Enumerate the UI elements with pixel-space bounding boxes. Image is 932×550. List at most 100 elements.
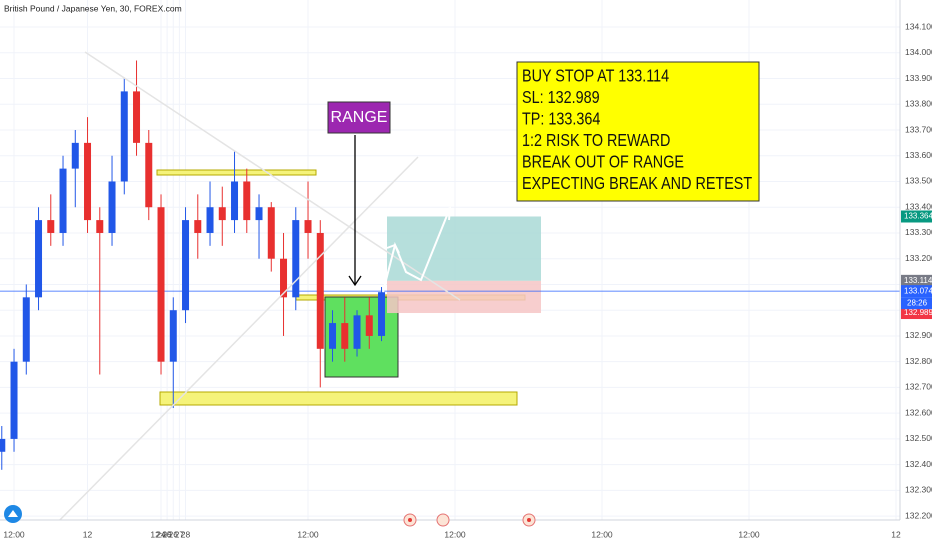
y-tick-label: 133.800: [905, 99, 932, 109]
note-line: BUY STOP AT 133.114: [522, 66, 669, 86]
candle-body: [35, 220, 43, 298]
candle-body: [316, 232, 324, 349]
y-tick-label: 133.400: [905, 201, 932, 211]
y-tick-label: 133.200: [905, 253, 932, 263]
zone: [159, 391, 518, 406]
trend-line: [84, 51, 461, 301]
chart-title: British Pound / Japanese Yen, 30, FOREX.…: [4, 3, 182, 13]
y-tick-label: 132.800: [905, 356, 932, 366]
x-tick-label: 12:00: [738, 529, 760, 539]
candles: [0, 60, 386, 470]
x-tick-label: 12:00: [3, 529, 25, 539]
x-tick-label: 26: [169, 529, 179, 539]
candle-body: [47, 220, 55, 233]
candle-body: [157, 207, 165, 362]
event-dot: [408, 518, 412, 522]
y-tick-label: 132.500: [905, 433, 932, 443]
x-tick-label: 12:00: [444, 529, 466, 539]
event-icon[interactable]: [436, 513, 450, 527]
candle-body: [365, 315, 373, 336]
range-label-box: [327, 101, 391, 134]
candle-body: [255, 207, 263, 221]
projection-arrow: [382, 207, 451, 293]
candle-body: [341, 323, 349, 349]
y-tick-label: 132.700: [905, 382, 932, 392]
candle-body: [280, 258, 288, 298]
note-box: [516, 61, 760, 202]
target-zone: [387, 216, 541, 281]
x-tick-label: 12:00: [297, 529, 319, 539]
note-line: TP: 133.364: [522, 109, 600, 129]
y-tick-label: 133.700: [905, 124, 932, 134]
candle-body: [108, 181, 116, 233]
candle-body: [120, 91, 128, 182]
candle-body: [0, 438, 6, 452]
note-line: 1:2 RISK TO REWARD: [522, 131, 670, 151]
candle-body: [194, 220, 202, 233]
candle-body: [206, 207, 214, 233]
x-tick-label: 12: [891, 529, 901, 539]
y-tick-label: 132.200: [905, 510, 932, 520]
arrow-head: [386, 243, 400, 254]
y-tick-label: 132.300: [905, 485, 932, 495]
candle-body: [71, 142, 79, 169]
trend-line: [49, 156, 419, 531]
candle-body: [231, 181, 239, 221]
x-tick-label: 24: [156, 529, 166, 539]
note-line: SL: 132.989: [522, 88, 600, 108]
candle-body: [378, 292, 386, 336]
candle-body: [218, 207, 226, 221]
candle-body: [84, 142, 92, 221]
x-tick-label: 28: [181, 529, 191, 539]
arrow-head: [348, 275, 362, 287]
candle-body: [145, 142, 153, 208]
y-tick-label: 132.900: [905, 330, 932, 340]
axes: 132.200 132.300 132.400 132.500 132.600 132.7…: [3, 21, 932, 539]
price-tag: [901, 285, 932, 298]
event-dot: [527, 518, 531, 522]
countdown: 28:26: [907, 298, 928, 307]
y-tick-label: 134.100: [905, 21, 932, 31]
y-tick-label: 134.000: [905, 47, 932, 57]
candle-body: [304, 220, 312, 233]
candle-body: [22, 297, 30, 362]
candle-body: [292, 220, 300, 298]
x-tick-label: 12:00: [150, 529, 172, 539]
candle-body: [182, 220, 190, 311]
candle-body: [133, 91, 141, 143]
y-tick-label: 132.400: [905, 459, 932, 469]
note-line: BREAK OUT OF RANGE: [522, 152, 684, 172]
candle-body: [353, 315, 361, 349]
candle-body: [10, 361, 18, 439]
stop-zone: [387, 280, 541, 314]
note-line: EXPECTING BREAK AND RETEST: [522, 174, 752, 194]
zone: [156, 169, 317, 176]
logo-icon: [8, 510, 18, 517]
x-tick-label: 12: [83, 529, 93, 539]
y-tick-label: 133.900: [905, 73, 932, 83]
position-box: [0, 216, 900, 314]
y-tick-label: 132.600: [905, 407, 932, 417]
time-axis: [0, 520, 932, 550]
price-tag-label: 133.114: [904, 276, 932, 285]
candle-body: [243, 181, 251, 221]
y-tick-label: 133.600: [905, 150, 932, 160]
price-tag-label: 133.364: [904, 212, 932, 221]
x-tick-label: 12:00: [591, 529, 613, 539]
x-tick-label: 25: [162, 529, 172, 539]
candle-body: [59, 168, 67, 233]
candle-body: [169, 310, 177, 362]
candle-body: [329, 323, 337, 349]
price-tag: [901, 307, 932, 320]
countdown-tag: [901, 297, 932, 310]
range-label: RANGE: [331, 109, 388, 126]
range-box: [324, 296, 399, 378]
y-tick-label: 133.300: [905, 227, 932, 237]
candle-body: [267, 207, 275, 259]
price-tag-label: 133.074: [904, 286, 932, 295]
candle-body: [96, 220, 104, 233]
